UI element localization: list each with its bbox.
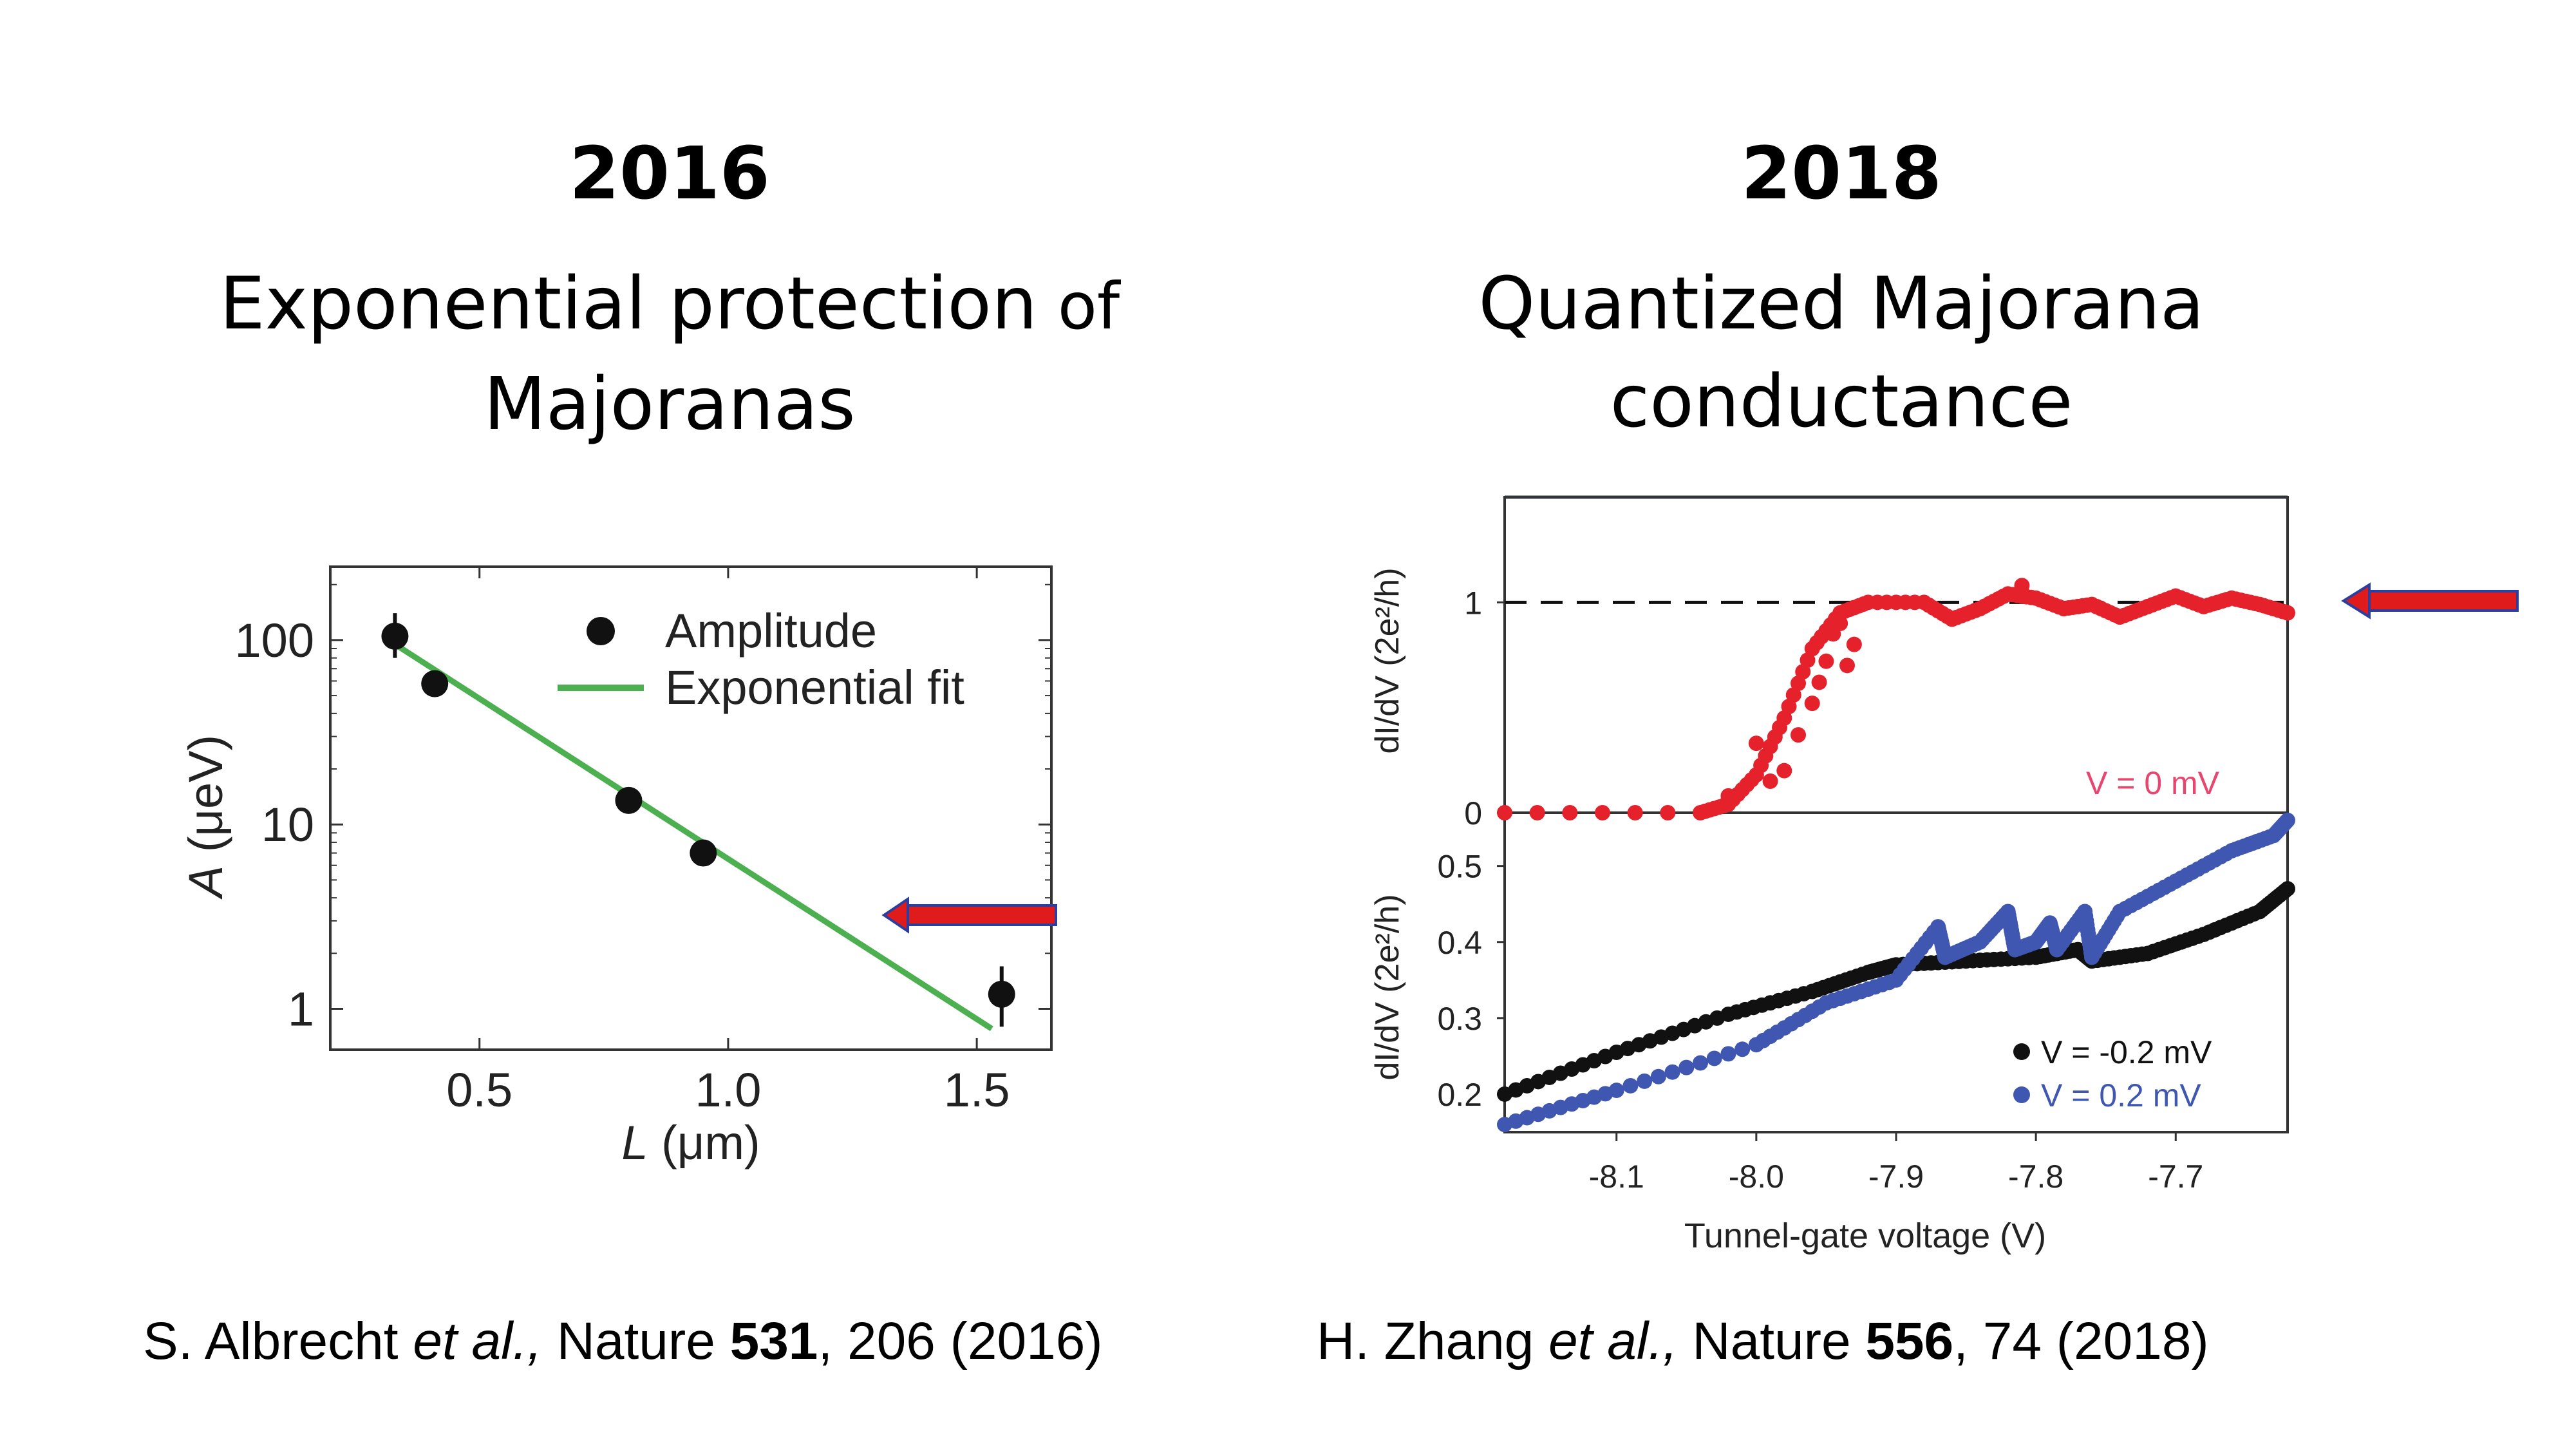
zero-bias-point [1832, 616, 1848, 631]
left-subtitle: Exponential protection of Majoranas [155, 255, 1185, 453]
pos-bias-point [1637, 1073, 1653, 1089]
pos-bias-point [1720, 1046, 1736, 1062]
y-tick-label: 10 [261, 798, 314, 851]
zero-bias-point [1791, 727, 1806, 743]
x-tick-label: 1.5 [944, 1063, 1010, 1117]
y-tick-label: 1 [288, 982, 314, 1036]
amplitude-point [615, 786, 643, 814]
bottom-panel-legend: V = -0.2 mV V = 0.2 mV [2013, 1034, 2212, 1113]
zero-bias-point [1776, 710, 1792, 726]
legend-amplitude-label: Amplitude [665, 604, 877, 658]
left-arrow-annotation [881, 896, 1057, 934]
zero-bias-point [1818, 653, 1834, 669]
legend-amplitude-marker [587, 617, 615, 645]
top-panel-y-label: dI/dV (2e²/h) [1369, 567, 1406, 753]
left-subtitle-line2: Majoranas [484, 363, 856, 446]
zero-bias-point [1781, 699, 1797, 715]
right-x-axis-label: Tunnel-gate voltage (V) [1684, 1217, 2046, 1255]
legend-neg-bias-marker [2013, 1043, 2030, 1060]
zero-bias-point [2280, 605, 2295, 621]
right-citation: H. Zhang et al., Nature 556, 74 (2018) [1317, 1312, 2209, 1370]
zero-bias-point [1660, 805, 1676, 820]
left-subtitle-line1: Exponential protection of [219, 262, 1120, 346]
amplitude-point [381, 622, 409, 650]
zero-bias-point [1791, 676, 1806, 692]
right-year-title: 2018 [1741, 132, 1942, 216]
right-arrow-annotation [2341, 582, 2519, 620]
x-tick-label: 0.5 [446, 1063, 512, 1117]
bottom-panel-y-label: dI/dV (2e²/h) [1369, 894, 1406, 1080]
zero-bias-point [1762, 773, 1778, 789]
pos-bias-point [2280, 812, 2295, 828]
pos-bias-point [1608, 1083, 1624, 1099]
right-subtitle-line2: conductance [1610, 360, 2073, 444]
pos-bias-point [1678, 1059, 1695, 1075]
zero-bias-point [1720, 788, 1736, 804]
left-year-title: 2016 [569, 132, 770, 216]
zero-bias-point [1846, 636, 1862, 652]
x-tick-label: 1.0 [695, 1063, 761, 1117]
y-tick-label: 0.3 [1437, 1001, 1482, 1037]
legend-pos-bias-marker [2013, 1086, 2030, 1103]
zero-bias-point [1595, 805, 1610, 820]
right-subtitle: Quantized Majorana conductance [1326, 255, 2356, 451]
exponential-fit-line [393, 641, 993, 1032]
amplitude-point [421, 670, 449, 697]
left-x-axis-label: L (μm) [621, 1116, 760, 1170]
zero-bias-point [1627, 805, 1643, 820]
amplitude-point [690, 839, 717, 867]
top-panel-series-label: V = 0 mV [2086, 765, 2220, 801]
x-tick-label: -7.8 [2008, 1159, 2064, 1195]
y-tick-label: 0 [1464, 795, 1482, 831]
left-y-axis-label: A (μeV) [179, 735, 232, 900]
zero-bias-point [1748, 735, 1764, 752]
right-subtitle-line1: Quantized Majorana [1478, 262, 2205, 346]
zero-bias-point [1497, 805, 1512, 820]
y-tick-label: 0.5 [1437, 849, 1482, 885]
legend-neg-bias-label: V = -0.2 mV [2041, 1034, 2212, 1070]
y-tick-label: 0.4 [1437, 925, 1482, 961]
zero-bias-point [1839, 658, 1855, 674]
zero-bias-point [1529, 805, 1545, 820]
y-tick-label: 1 [1464, 585, 1482, 621]
zero-bias-point [1776, 762, 1792, 779]
legend-pos-bias-label: V = 0.2 mV [2041, 1077, 2201, 1113]
pos-bias-point [1650, 1068, 1666, 1084]
pos-bias-point [1664, 1064, 1680, 1080]
x-tick-label: -7.9 [1868, 1159, 1924, 1195]
y-tick-label: 0.2 [1437, 1077, 1482, 1113]
amplitude-point [988, 980, 1015, 1008]
zero-bias-point [1811, 674, 1827, 690]
pos-bias-point [1706, 1050, 1722, 1066]
x-tick-label: -8.0 [1729, 1159, 1784, 1195]
zero-bias-point [1785, 687, 1801, 703]
x-tick-label: -8.1 [1589, 1159, 1644, 1195]
legend-fit-label: Exponential fit [665, 661, 964, 714]
neg-bias-point [2280, 881, 2295, 897]
zero-bias-point [1804, 696, 1820, 712]
zero-bias-point [1562, 805, 1578, 820]
zero-bias-point [1795, 664, 1811, 680]
zero-bias-point [2014, 578, 2030, 594]
pos-bias-point [1693, 1055, 1708, 1071]
pos-bias-point [1622, 1077, 1639, 1094]
pos-bias-point [1735, 1041, 1751, 1057]
left-plot-frame [329, 565, 1053, 1051]
y-tick-label: 100 [235, 614, 314, 667]
left-citation: S. Albrecht et al., Nature 531, 206 (201… [143, 1312, 1103, 1370]
x-tick-label: -7.7 [2148, 1159, 2203, 1195]
zero-bias-point [1800, 652, 1816, 668]
